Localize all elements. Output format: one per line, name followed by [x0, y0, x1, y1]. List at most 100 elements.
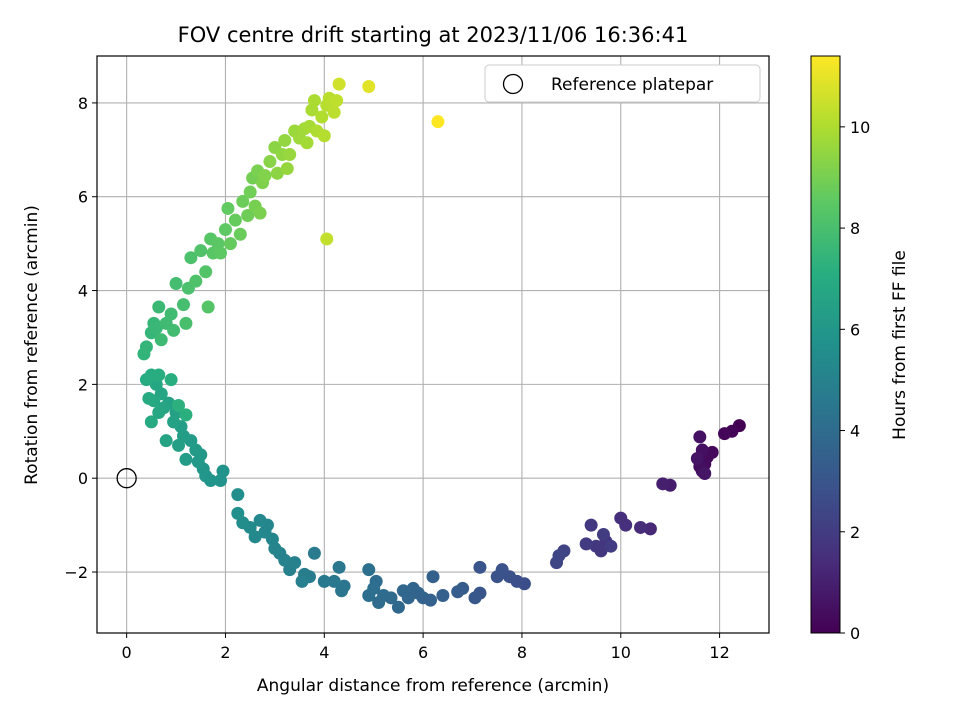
colorbar-tick-label: 2: [850, 523, 860, 542]
scatter-point: [228, 213, 242, 227]
colorbar-tick-label: 4: [850, 422, 860, 441]
scatter-point: [490, 570, 504, 584]
scatter-point: [718, 427, 732, 441]
x-tick-label: 8: [517, 643, 527, 662]
scatter-point: [362, 79, 376, 93]
scatter-point: [327, 574, 341, 588]
scatter-point: [436, 588, 450, 602]
scatter-point: [172, 398, 186, 412]
colorbar-tick-label: 8: [850, 219, 860, 238]
y-tick-label: 8: [78, 94, 88, 113]
scatter-point: [330, 94, 344, 108]
scatter-point: [332, 560, 346, 574]
scatter-point: [164, 373, 178, 387]
x-tick-label: 4: [319, 643, 329, 662]
scatter-point: [584, 518, 598, 532]
scatter-point: [194, 244, 208, 258]
scatter-point: [589, 539, 603, 553]
colorbar-gradient: [810, 55, 841, 634]
scatter-point: [391, 600, 405, 614]
scatter-point: [643, 522, 657, 536]
legend: Reference platepar: [484, 64, 761, 103]
chart-title: FOV centre drift starting at 2023/11/06 …: [178, 23, 689, 47]
scatter-point: [218, 223, 232, 237]
colorbar-tick-label: 10: [850, 118, 870, 137]
scatter-point: [167, 415, 181, 429]
scatter-point: [693, 430, 707, 444]
scatter-point: [152, 368, 166, 382]
scatter-point: [317, 129, 331, 143]
scatter-point: [550, 556, 564, 570]
scatter-point: [690, 451, 704, 465]
scatter-point: [332, 77, 346, 91]
scatter-point: [258, 169, 272, 183]
scatter-point: [656, 477, 670, 491]
scatter-point: [184, 251, 198, 265]
scatter-point: [270, 166, 284, 180]
scatter-point: [596, 527, 610, 541]
scatter-point: [307, 546, 321, 560]
scatter-point: [327, 105, 341, 119]
scatter-point: [258, 525, 272, 539]
scatter-point: [300, 136, 314, 150]
colorbar: 0 2 4 6 8 10 Hours from first FF file: [810, 55, 910, 643]
scatter-point: [253, 513, 267, 527]
scatter-point: [320, 232, 334, 246]
scatter-point: [295, 574, 309, 588]
scatter-point: [243, 185, 257, 199]
x-tick-label: 2: [220, 643, 230, 662]
scatter-point: [172, 438, 186, 452]
x-axis: 0 2 4 6 8 10 12: [122, 633, 730, 662]
x-tick-label: 12: [709, 643, 729, 662]
x-tick-label: 0: [122, 643, 132, 662]
scatter-point: [426, 570, 440, 584]
y-tick-label: 0: [78, 469, 88, 488]
y-tick-label: −2: [64, 563, 88, 582]
scatter-point: [179, 452, 193, 466]
x-tick-label: 6: [418, 643, 428, 662]
colorbar-tick-label: 0: [850, 624, 860, 643]
scatter-point: [164, 307, 178, 321]
y-axis: −2 0 2 4 6 8: [64, 94, 97, 582]
scatter-point: [233, 227, 247, 241]
scatter-point: [362, 563, 376, 577]
scatter-point: [214, 474, 228, 488]
scatter-point: [154, 333, 168, 347]
scatter-point: [179, 408, 193, 422]
scatter-point: [221, 201, 235, 215]
scatter-point: [307, 94, 321, 108]
scatter-point: [263, 155, 277, 169]
scatter-point: [231, 488, 245, 502]
legend-box: [484, 64, 761, 103]
scatter-point: [280, 162, 294, 176]
scatter-point: [223, 237, 237, 251]
scatter-point: [604, 539, 618, 553]
scatter-point: [167, 323, 181, 337]
plot-frame: [96, 55, 770, 634]
scatter-point: [152, 300, 166, 314]
legend-open-circle-icon: [502, 73, 524, 95]
x-axis-label: Angular distance from reference (arcmin): [257, 676, 609, 696]
scatter-point: [176, 298, 190, 312]
data-points: [116, 77, 746, 614]
scatter-point: [142, 391, 156, 405]
scatter-point: [231, 506, 245, 520]
scatter-point: [214, 246, 228, 260]
y-tick-label: 6: [78, 188, 88, 207]
scatter-point: [179, 316, 193, 330]
scatter-point: [614, 511, 628, 525]
scatter-point: [315, 110, 329, 124]
scatter-point: [278, 133, 292, 147]
scatter-point: [451, 585, 465, 599]
y-axis-label: Rotation from reference (arcmin): [22, 205, 42, 485]
scatter-point: [241, 208, 255, 222]
colorbar-label: Hours from first FF file: [890, 250, 910, 440]
grid-lines: [97, 56, 769, 633]
scatter-point: [201, 300, 215, 314]
scatter-point: [634, 520, 648, 534]
scatter-point: [317, 574, 331, 588]
scatter-point: [253, 206, 267, 220]
scatter-point: [698, 467, 712, 481]
scatter-point: [139, 340, 153, 354]
